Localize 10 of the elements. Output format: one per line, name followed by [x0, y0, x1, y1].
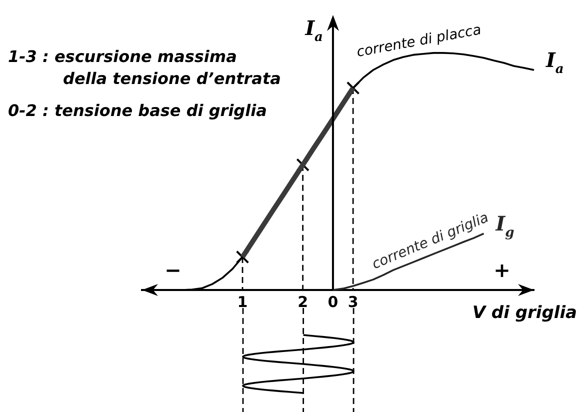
annotation: − [164, 258, 182, 282]
x-tick-label: 3 [348, 292, 358, 311]
text: corrente di placca [355, 22, 483, 61]
annotation: + [494, 258, 510, 282]
annotation: 0-2 : tensione base di griglia [8, 101, 267, 120]
x-tick-label: 0 [328, 292, 338, 311]
x-tick-label: 2 [298, 292, 308, 311]
annotation: 1-3 : escursione massima della tensione d’entrata [8, 47, 281, 88]
x-tick-label: 1 [237, 292, 248, 311]
x-axis-title: V di griglia [472, 303, 578, 323]
